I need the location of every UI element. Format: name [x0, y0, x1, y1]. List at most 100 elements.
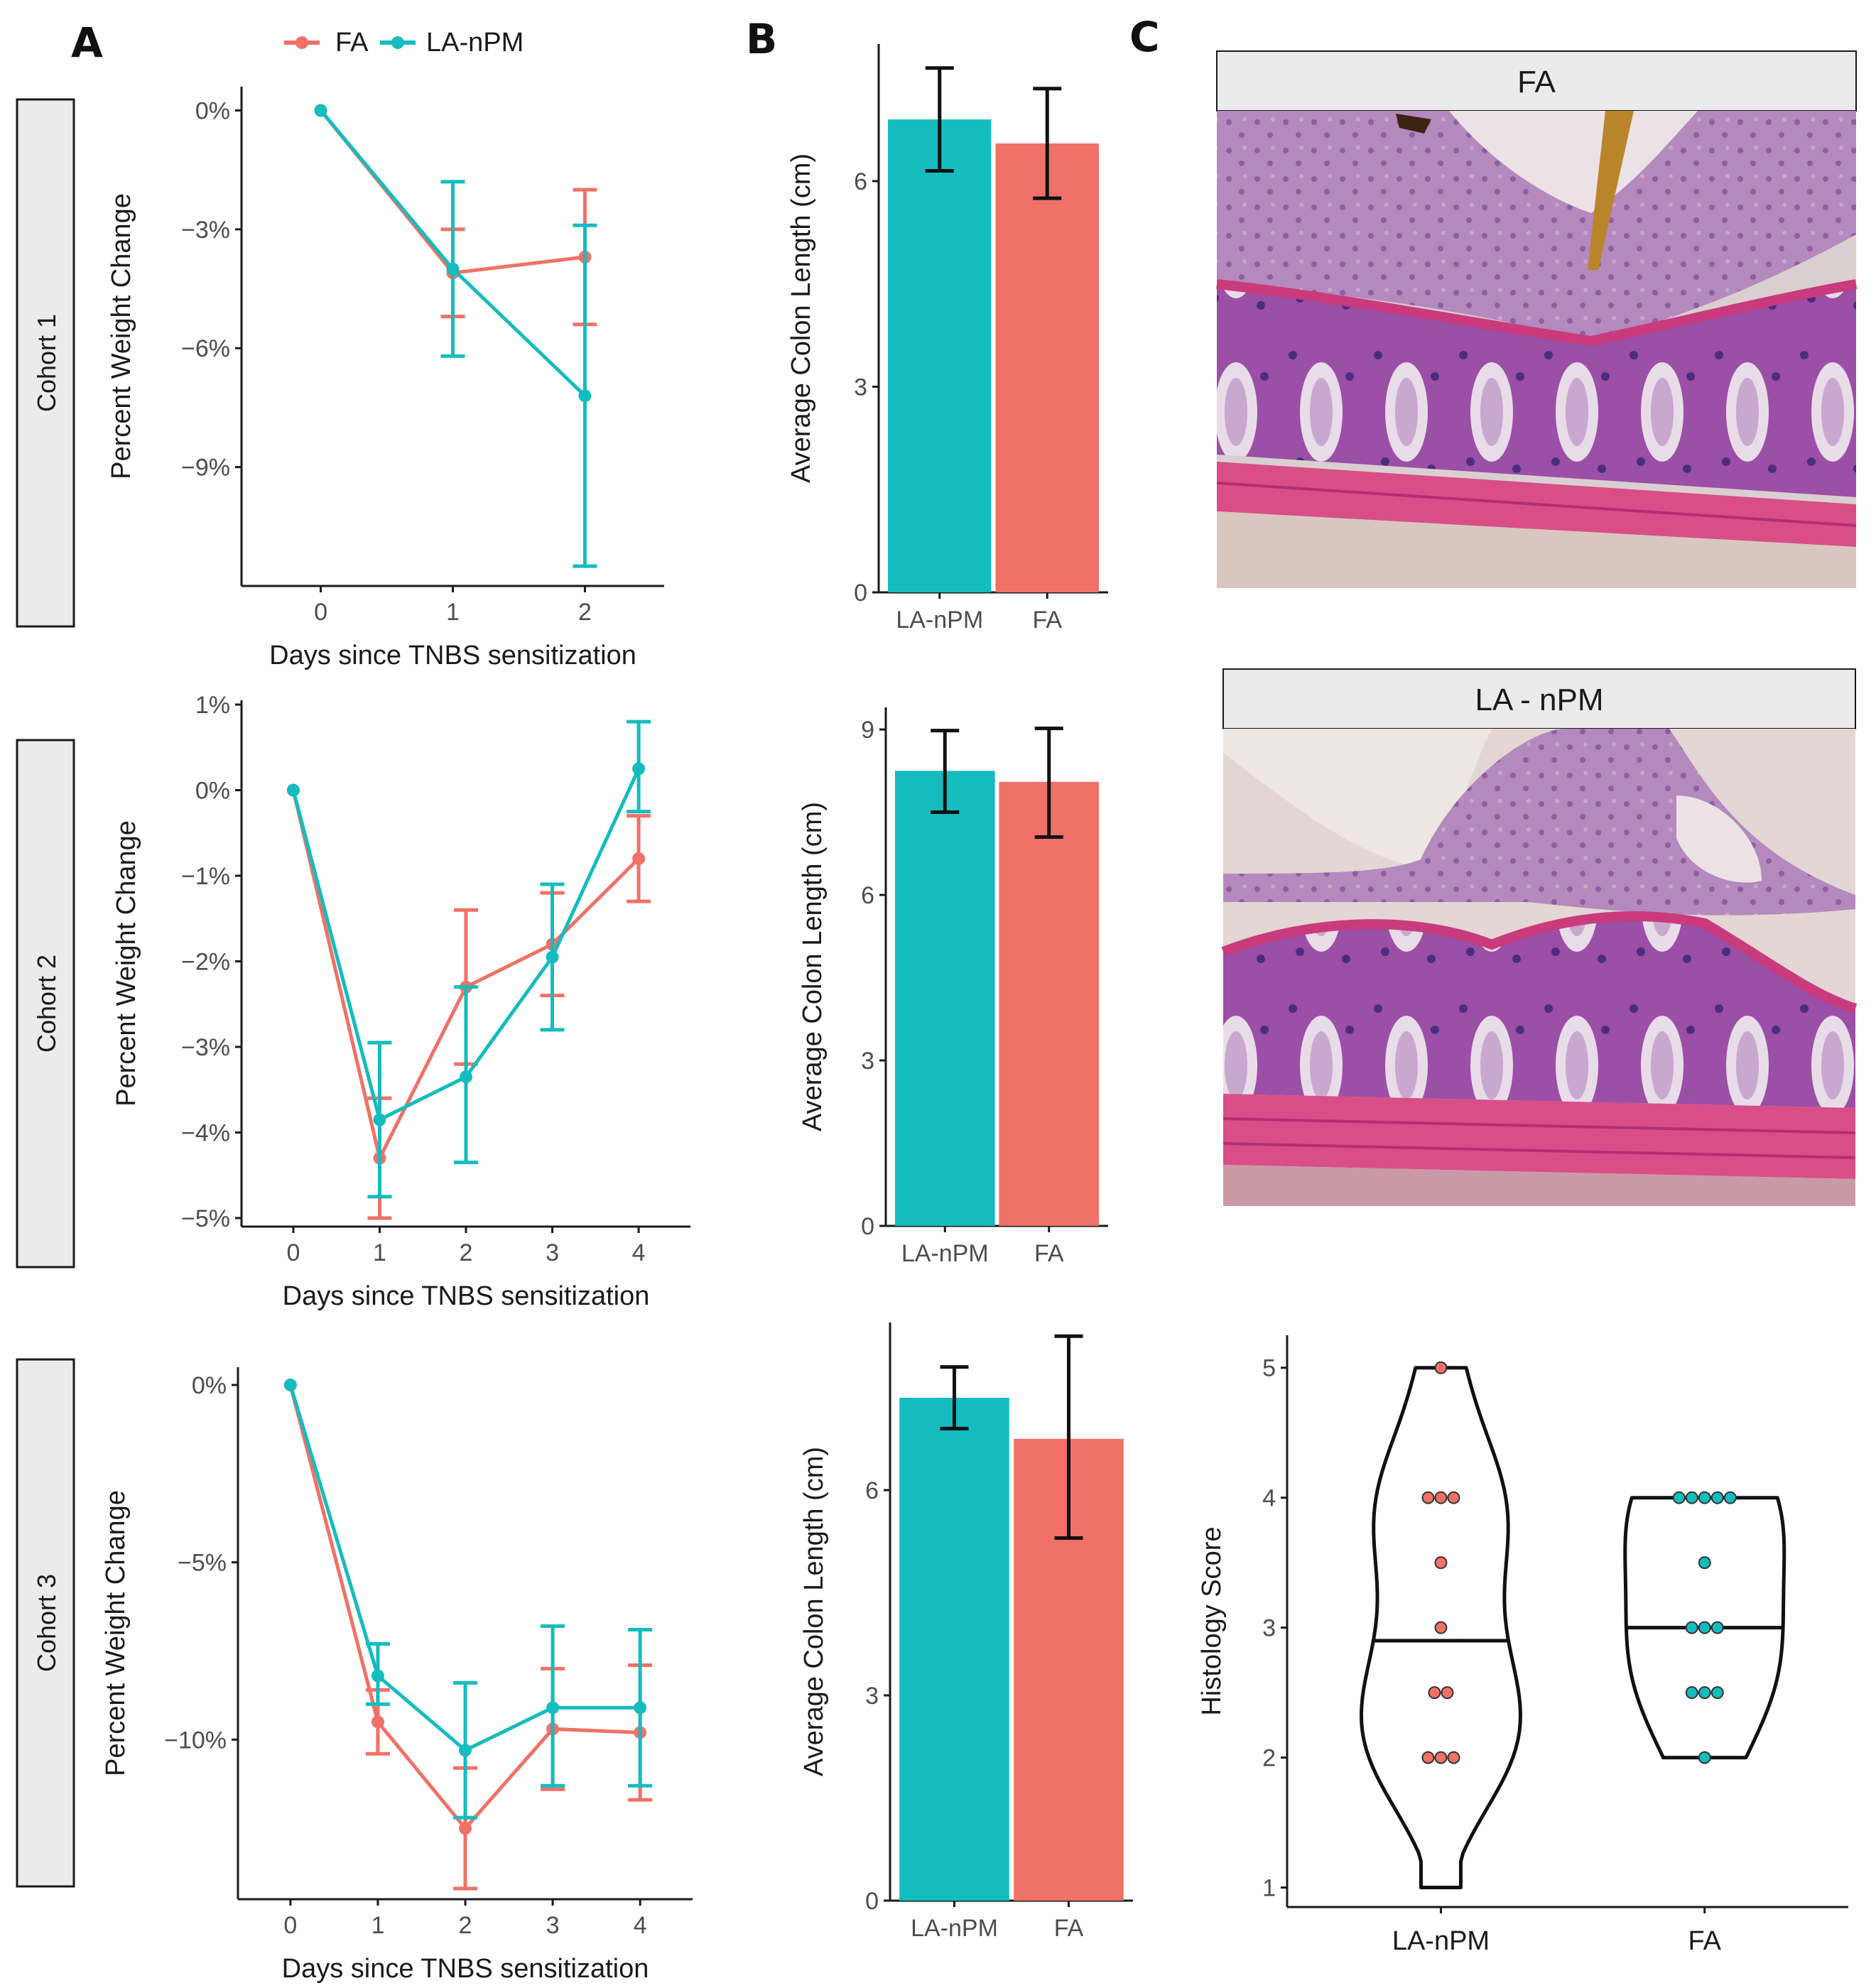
y-tick-label: 0 — [861, 1213, 874, 1240]
score-dot-fa — [1710, 1491, 1724, 1504]
x-tick-label: 1 — [371, 1912, 384, 1939]
data-point-la-npm — [634, 1701, 647, 1715]
strip-label-cohort-1: Cohort 1 — [32, 314, 61, 412]
score-dot-la-npm — [1434, 1621, 1448, 1634]
bar-la-npm — [899, 1397, 1009, 1901]
score-dot-fa — [1698, 1491, 1711, 1504]
data-point-fa — [371, 1715, 384, 1729]
x-tick-label: 2 — [459, 1912, 472, 1939]
data-point-la-npm — [373, 1113, 386, 1126]
y-axis-title: Percent Weight Change — [107, 193, 136, 479]
y-tick-label: 6 — [854, 168, 867, 195]
y-tick-label: 1% — [195, 692, 230, 719]
y-tick-label: 3 — [854, 374, 867, 401]
y-tick-label: −2% — [181, 948, 230, 975]
y-tick-label: −4% — [181, 1119, 230, 1146]
score-dot-la-npm — [1447, 1751, 1460, 1764]
histology-image-fa: FA — [1216, 50, 1858, 588]
violin-la-npm — [1359, 1366, 1522, 1890]
data-point-fa — [459, 1822, 472, 1835]
data-point-la-npm — [446, 262, 460, 276]
y-tick-label: −3% — [181, 217, 230, 244]
y-axis-title: Percent Weight Change — [112, 820, 141, 1107]
score-dot-la-npm — [1421, 1751, 1435, 1764]
x-tick-label: 1 — [446, 599, 460, 626]
weight-chart-cohort-2: 1% 0% −1% −2% −3% −4% −5% Percent Weight Change… — [112, 692, 690, 1311]
x-tick-label-la-npm: LA-nPM — [911, 1915, 998, 1942]
y-tick-label: −9% — [181, 455, 230, 482]
x-tick-label: 2 — [460, 1239, 473, 1266]
colon-chart-cohort-3: 0 3 6 Average Colon Length (cm) LA-nPM FA — [799, 1322, 1133, 1942]
data-point-la-npm — [283, 1378, 297, 1391]
bar-fa — [995, 143, 1099, 593]
x-tick-label-fa: FA — [1688, 1926, 1722, 1956]
data-point-fa — [632, 852, 646, 865]
score-dot-fa — [1698, 1686, 1711, 1700]
score-dot-fa — [1685, 1686, 1698, 1700]
score-dot-la-npm — [1428, 1686, 1441, 1700]
legend-dot-fa — [296, 36, 308, 49]
x-axis-title: Days since TNBS sensitization — [283, 1281, 650, 1311]
x-tick-label-la-npm: LA-nPM — [1392, 1926, 1490, 1956]
colon-chart-cohort-1: 0 3 6 Average Colon Length (cm) LA-nPM FA — [786, 44, 1108, 634]
colon-chart-cohort-2: 0 3 6 9 Average Colon Length (cm) LA-nPM FA — [798, 707, 1108, 1267]
score-dot-fa — [1698, 1751, 1711, 1764]
y-tick-label: −1% — [181, 863, 230, 890]
score-dot-la-npm — [1421, 1491, 1435, 1504]
data-point-la-npm — [546, 950, 559, 964]
x-tick-label: 4 — [632, 1239, 646, 1266]
y-axis-title: Average Colon Length (cm) — [798, 802, 828, 1131]
facet-title-fa: FA — [1517, 65, 1556, 99]
y-tick-label: 3 — [1262, 1615, 1276, 1642]
strip-label-cohort-2: Cohort 2 — [32, 955, 61, 1053]
data-point-la-npm — [460, 1070, 472, 1084]
x-tick-label: 1 — [373, 1239, 386, 1266]
x-tick-label-la-npm: LA-nPM — [896, 607, 983, 634]
bar-la-npm — [894, 771, 995, 1226]
y-tick-label: 4 — [1262, 1485, 1276, 1512]
y-tick-label: −5% — [178, 1550, 227, 1577]
x-axis-title: Days since TNBS sensitization — [269, 641, 636, 670]
score-dot-fa — [1710, 1621, 1724, 1634]
score-dot-fa — [1710, 1686, 1724, 1700]
score-dot-fa — [1723, 1491, 1737, 1504]
bar-la-npm — [888, 119, 992, 592]
data-point-la-npm — [546, 1701, 560, 1715]
score-dot-fa — [1672, 1491, 1686, 1504]
y-axis-title: Average Colon Length (cm) — [786, 153, 816, 483]
y-axis-title: Average Colon Length (cm) — [799, 1447, 829, 1776]
y-tick-label: 6 — [861, 882, 874, 909]
panel-label-b: B — [746, 15, 777, 63]
y-axis-title: Histology Score — [1197, 1526, 1227, 1715]
weight-chart-cohort-1: 0% −3% −6% −9% Percent Weight Change 0 1 2 Days … — [107, 87, 664, 670]
facet-strip-lanpm — [1222, 668, 1856, 729]
x-tick-label: 0 — [286, 1239, 300, 1266]
histology-image-lanpm: LA - nPM — [1221, 668, 1858, 1206]
x-tick-label-fa: FA — [1034, 1240, 1064, 1267]
score-dot-la-npm — [1441, 1686, 1454, 1700]
legend-label-lanpm: LA-nPM — [426, 28, 524, 58]
y-tick-label: 0 — [865, 1888, 879, 1915]
weight-chart-cohort-3: 0% −5% −10% Percent Weight Change 0 1 2 3 4 Days … — [101, 1367, 693, 1984]
data-point-la-npm — [459, 1744, 472, 1757]
y-tick-label: 0% — [195, 97, 230, 124]
data-point-la-npm — [314, 104, 327, 117]
y-tick-label: 0% — [195, 778, 230, 805]
x-tick-label: 3 — [546, 1912, 560, 1939]
x-tick-label-la-npm: LA-nPM — [901, 1240, 989, 1267]
score-dot-fa — [1698, 1556, 1711, 1570]
x-tick-label: 2 — [578, 599, 592, 626]
panel-label-c: C — [1129, 13, 1160, 61]
x-tick-label: 3 — [546, 1239, 559, 1266]
y-tick-label: 0 — [854, 580, 867, 607]
y-tick-label: 3 — [861, 1048, 874, 1075]
y-tick-label: 2 — [1262, 1745, 1276, 1772]
data-point-la-npm — [578, 389, 592, 403]
score-dot-la-npm — [1447, 1491, 1460, 1504]
y-tick-label: 0% — [192, 1372, 227, 1399]
score-dot-fa — [1685, 1491, 1698, 1504]
score-dot-la-npm — [1434, 1361, 1448, 1374]
score-dot-la-npm — [1434, 1556, 1448, 1570]
x-tick-label-fa: FA — [1054, 1915, 1084, 1942]
